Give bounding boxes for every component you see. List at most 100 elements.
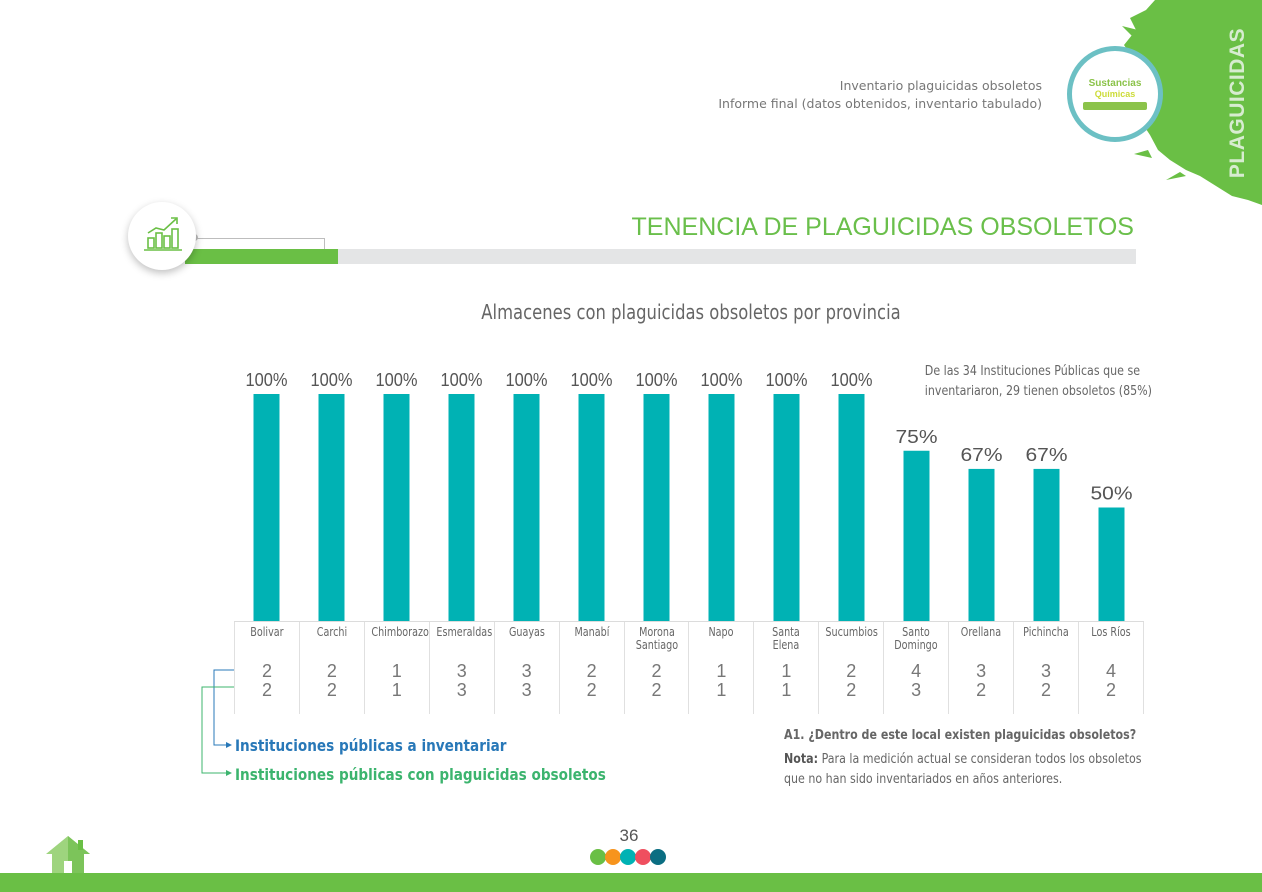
section-divider: [185, 249, 1136, 264]
category-label: Chimborazo: [371, 625, 429, 639]
bar-santa-elena: [773, 394, 800, 621]
value-obsoletos: 2: [261, 680, 272, 700]
data-label: 100%: [571, 370, 613, 390]
annotation-line-2: inventariaron, 29 tienen obsoletos (85%): [924, 383, 1153, 399]
home-icon[interactable]: [44, 834, 92, 874]
value-obsoletos: 2: [1105, 680, 1116, 700]
bar-carchi: [318, 394, 345, 621]
value-inventariar: 1: [716, 661, 727, 681]
bar-guayas: [513, 394, 540, 621]
bar-napo: [708, 394, 735, 621]
category-label: Santo Domingo: [894, 625, 938, 652]
value-obsoletos: 1: [781, 680, 792, 700]
table-column: Bolivar 2 2: [234, 622, 299, 714]
green-brush-decoration: [1120, 0, 1262, 205]
data-label: 100%: [246, 370, 288, 390]
legend-item-obsoletos: Instituciones públicas con plaguicidas o…: [235, 765, 606, 784]
category-label: Guayas: [508, 625, 545, 639]
legend-arrow-obsoletos-icon: [226, 770, 232, 776]
table-column: Chimborazo 1 1: [363, 622, 429, 714]
category-label: Orellana: [960, 625, 1002, 639]
footer-bar: [0, 873, 1262, 892]
data-label: 100%: [636, 370, 678, 390]
data-label: 100%: [376, 370, 418, 390]
data-table: Bolivar 2 2 Carchi 2 2 Chimborazo 1 1 Esmeraldas 3…: [234, 621, 1144, 714]
annotation-line-1: De las 34 Instituciones Públicas que se: [924, 363, 1141, 379]
data-label: 100%: [311, 370, 353, 390]
value-inventariar: 2: [846, 661, 857, 681]
bar-morona-santiago: [643, 394, 670, 621]
data-label: 100%: [701, 370, 743, 390]
value-inventariar: 4: [1105, 661, 1116, 681]
note-body: Para la medición actual se consideran to…: [784, 751, 1142, 787]
data-label: 67%: [961, 445, 1003, 465]
data-label: 100%: [831, 370, 873, 390]
category-label: Bolivar: [250, 625, 284, 639]
logo-text-quimicas: Químicas: [1094, 89, 1136, 99]
color-dot: [590, 849, 606, 865]
bar-bolivar: [253, 394, 280, 621]
table-column: Napo 1 1: [688, 622, 753, 714]
table-column: Sucumbios 2 2: [818, 622, 883, 714]
color-dot: [635, 849, 651, 865]
bar-orellana: [968, 468, 995, 621]
value-inventariar: 2: [326, 661, 337, 681]
data-label: 75%: [896, 427, 938, 447]
bar-chimborazo: [383, 394, 410, 621]
value-obsoletos: 3: [911, 680, 922, 700]
category-label: Sucumbios: [825, 625, 879, 639]
table-column: Esmeraldas 3 3: [428, 622, 494, 714]
color-dots: [590, 849, 666, 865]
data-label: 100%: [766, 370, 808, 390]
data-label: 100%: [441, 370, 483, 390]
value-obsoletos: 2: [976, 680, 987, 700]
category-label: Manabí: [574, 625, 610, 639]
question-label: A1. ¿Dentro de este local existen plagui…: [784, 727, 1137, 743]
category-label: Morona Santiago: [635, 625, 678, 652]
category-label: Esmeraldas: [436, 625, 492, 639]
header-line-2: Informe final (datos obtenidos, inventar…: [718, 96, 1042, 111]
table-column: Orellana 3 2: [948, 622, 1013, 714]
data-label: 100%: [506, 370, 548, 390]
data-label: 50%: [1091, 484, 1133, 504]
value-obsoletos: 2: [1041, 680, 1052, 700]
value-obsoletos: 3: [456, 680, 467, 700]
value-inventariar: 2: [651, 661, 662, 681]
chart-annotation: De las 34 Instituciones Públicas que se …: [878, 361, 1153, 401]
legend-connectors: [201, 669, 234, 776]
table-column: Santa Elena 1 1: [753, 622, 818, 714]
value-inventariar: 4: [911, 661, 922, 681]
table-column: Guayas 3 3: [493, 622, 559, 714]
bar-pichincha: [1033, 468, 1060, 621]
section-icon-badge: [128, 202, 196, 270]
value-inventariar: 1: [781, 661, 792, 681]
note-label: Nota:: [784, 751, 819, 767]
note-text: Nota: Para la medición actual se conside…: [784, 749, 1145, 789]
bar-santo-domingo: [903, 450, 930, 621]
category-label: Carchi: [316, 625, 348, 639]
value-inventariar: 3: [976, 661, 987, 681]
value-obsoletos: 1: [391, 680, 402, 700]
value-obsoletos: 1: [716, 680, 727, 700]
bar-sucumbios: [838, 394, 865, 621]
bar-manabí: [578, 394, 605, 621]
growth-chart-icon: [144, 217, 182, 251]
sustancias-quimicas-logo: Sustancias Químicas: [1067, 46, 1163, 142]
page-number: 36: [619, 826, 639, 845]
value-inventariar: 3: [456, 661, 467, 681]
color-dot: [605, 849, 621, 865]
value-inventariar: 2: [261, 661, 272, 681]
color-dot: [650, 849, 666, 865]
value-inventariar: 2: [586, 661, 597, 681]
value-obsoletos: 3: [521, 680, 532, 700]
value-obsoletos: 2: [651, 680, 662, 700]
table-column: Manabí 2 2: [558, 622, 624, 714]
value-obsoletos: 2: [586, 680, 597, 700]
value-obsoletos: 2: [326, 680, 337, 700]
category-label: Los Ríos: [1091, 625, 1131, 639]
section-bracket: [196, 238, 325, 249]
logo-text-sustancias: Sustancias: [1088, 78, 1142, 89]
legend-item-inventariar: Instituciones públicas a inventariar: [235, 736, 507, 755]
bar-esmeraldas: [448, 394, 475, 621]
chart-title: Almacenes con plaguicidas obsoletos por …: [481, 300, 901, 324]
